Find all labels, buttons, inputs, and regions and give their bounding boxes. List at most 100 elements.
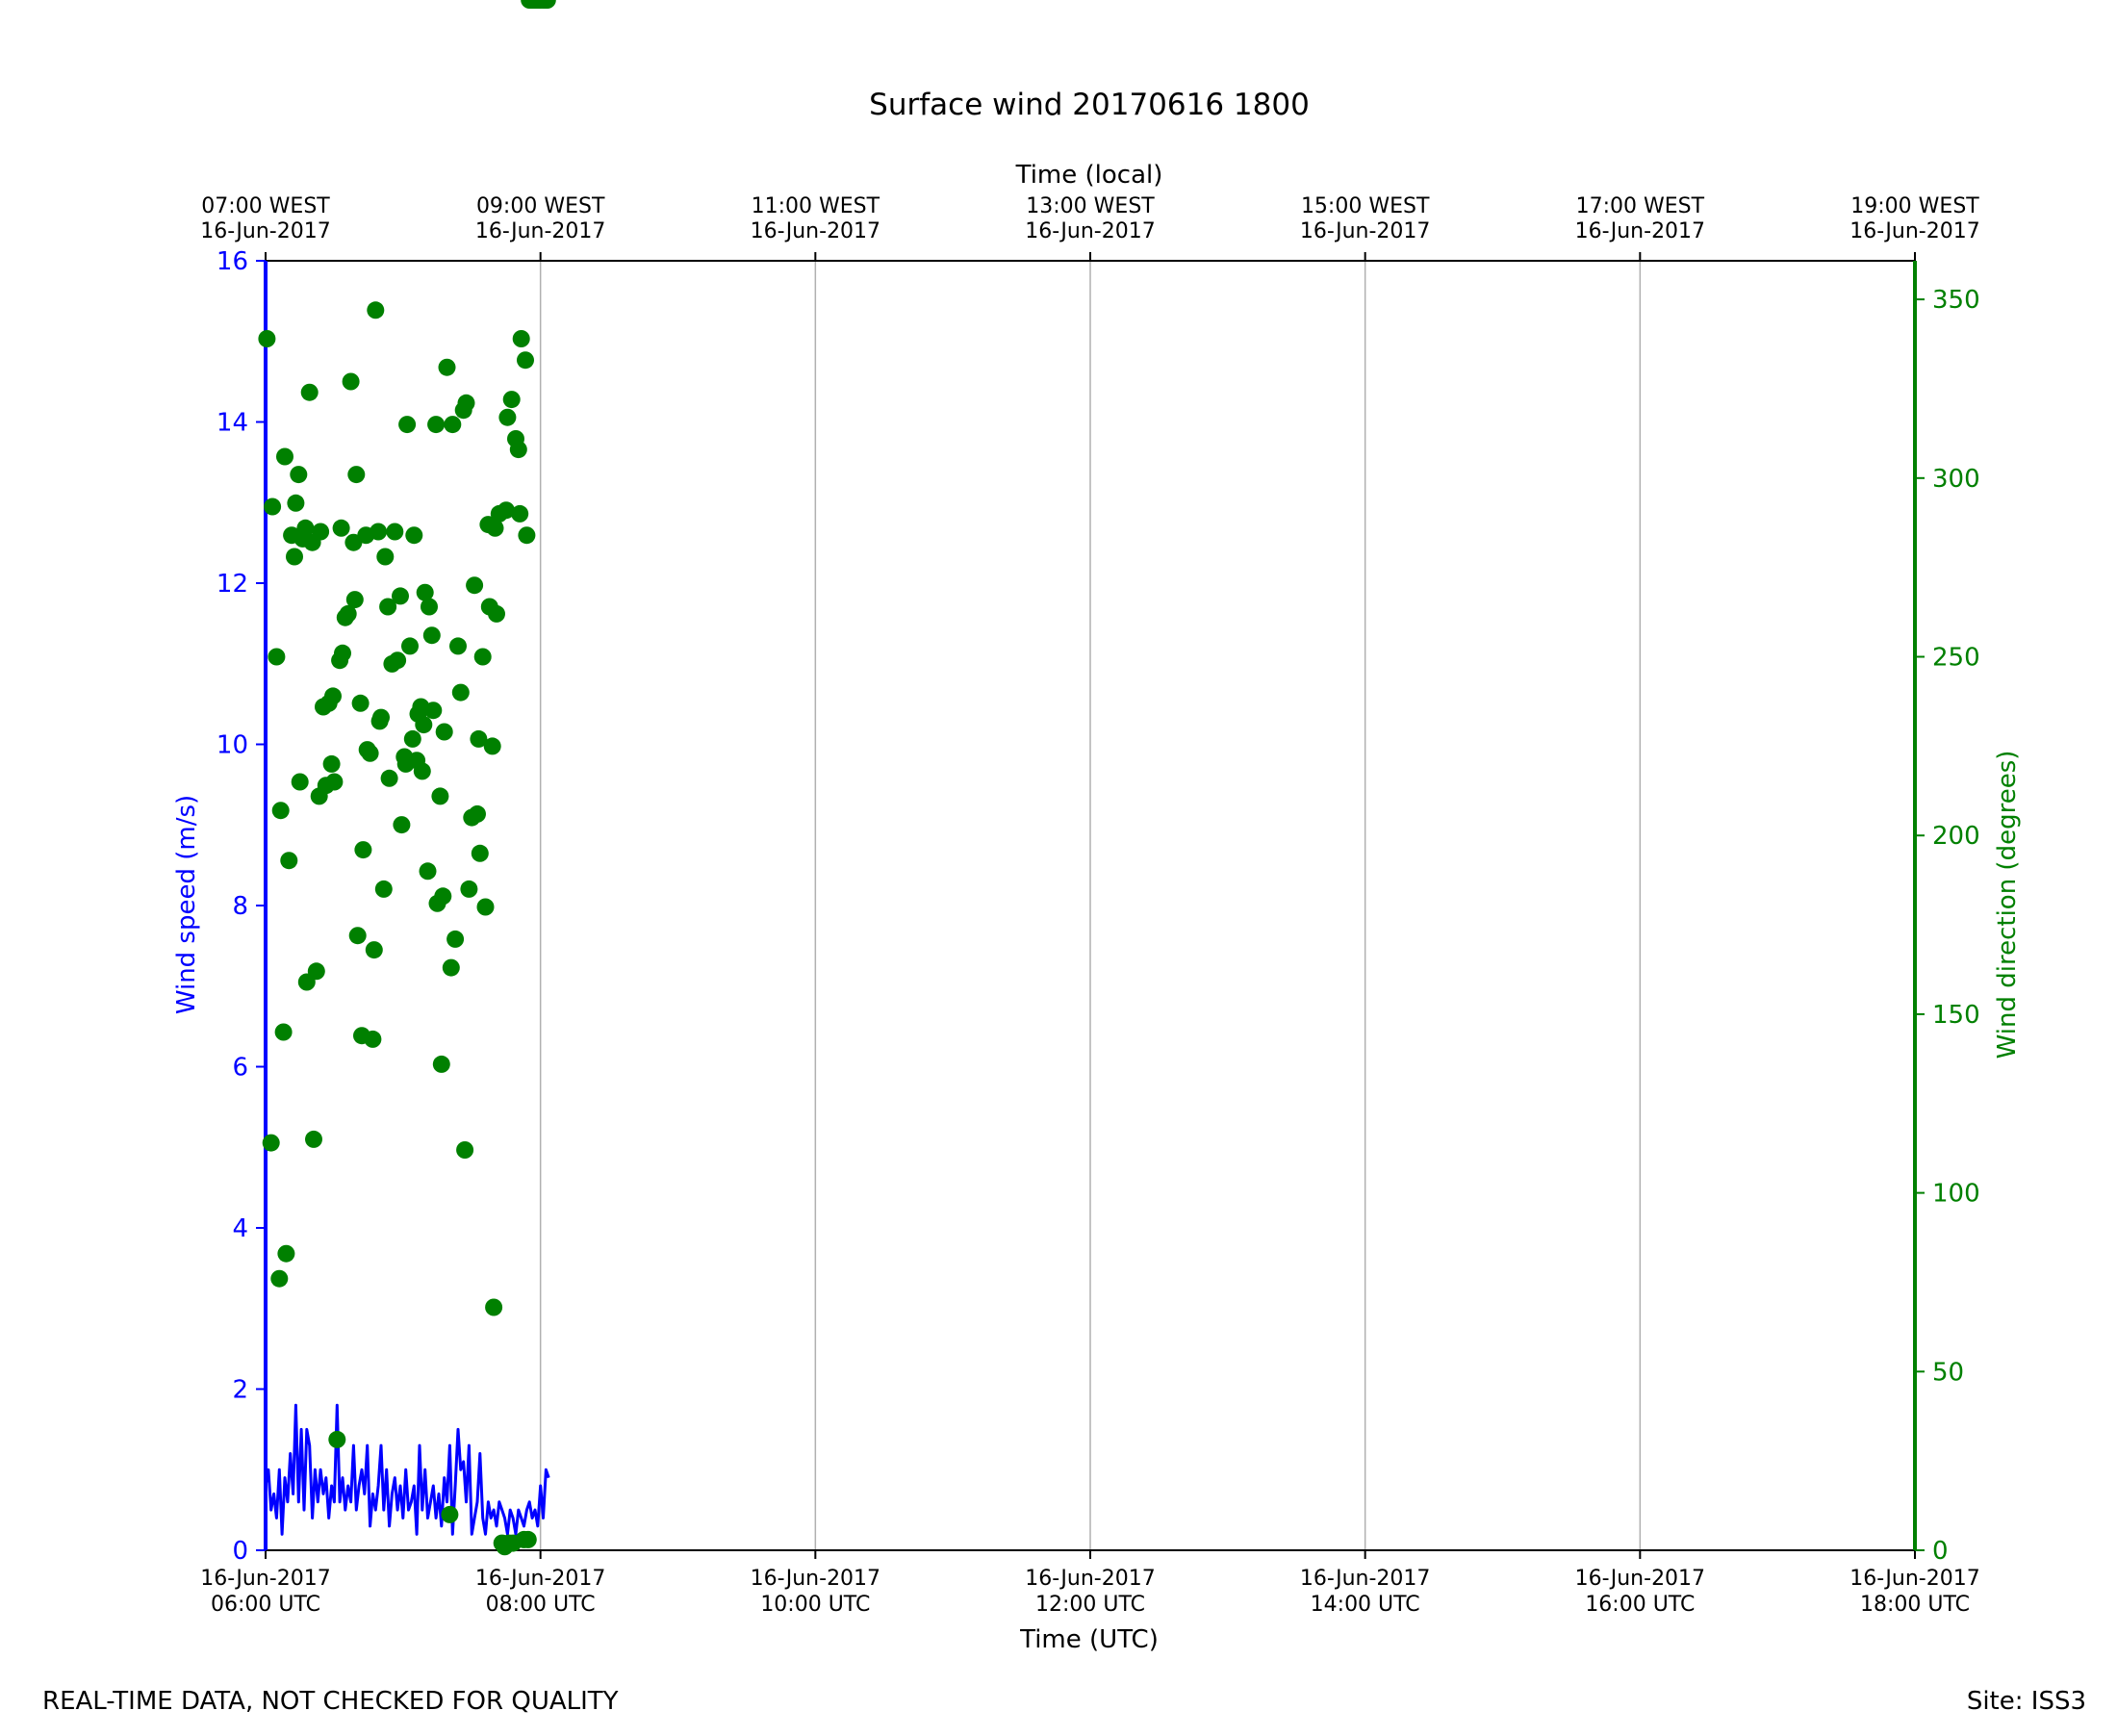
- wind-direction-point: [392, 587, 409, 605]
- top-tick-label: 17:00 WEST: [1576, 194, 1705, 218]
- right-tick-label: 50: [1932, 1358, 1964, 1387]
- chart-title: Surface wind 20170616 1800: [869, 88, 1310, 122]
- wind-direction-point: [405, 526, 423, 545]
- wind-direction-point: [427, 416, 446, 434]
- wind-direction-point: [345, 591, 364, 609]
- wind-direction-point: [451, 683, 470, 702]
- right-tick-label: 100: [1932, 1180, 1980, 1209]
- wind-direction-point: [347, 466, 366, 484]
- top-tick-label: 09:00 WEST: [476, 194, 605, 218]
- wind-direction-point: [509, 441, 527, 459]
- left-tick-label: 4: [232, 1214, 248, 1243]
- wind-direction-point: [365, 941, 383, 959]
- right-axis-label: Wind direction (degrees): [1993, 751, 2022, 1059]
- wind-direction-point: [328, 1430, 346, 1448]
- wind-direction-point: [324, 687, 342, 705]
- wind-direction-point: [432, 1055, 450, 1073]
- x-tick-label: 16-Jun-2017: [200, 1567, 330, 1591]
- top-tick-label: 07:00 WEST: [201, 194, 330, 218]
- wind-direction-point: [419, 862, 437, 881]
- left-tick-label: 6: [232, 1054, 248, 1083]
- wind-direction-point: [497, 501, 515, 520]
- wind-direction-point: [438, 358, 456, 376]
- wind-direction-point: [386, 523, 404, 541]
- wind-direction-point: [361, 744, 379, 762]
- wind-direction-point: [446, 930, 465, 948]
- wind-direction-point: [403, 729, 421, 748]
- wind-direction-point: [274, 1023, 293, 1041]
- wind-direction-point: [431, 787, 449, 805]
- wind-direction-point: [413, 762, 431, 780]
- wind-direction-point: [271, 802, 290, 820]
- top-tick-label: 15:00 WEST: [1301, 194, 1430, 218]
- left-tick-label: 10: [217, 731, 248, 760]
- right-tick-label: 150: [1932, 1001, 1980, 1030]
- wind-direction-point: [354, 841, 372, 859]
- x-tick-label: 16-Jun-2017: [475, 1567, 605, 1591]
- x-tick-label: 16-Jun-2017: [1300, 1567, 1430, 1591]
- x-tick-label: 12:00 UTC: [1035, 1593, 1145, 1617]
- wind-direction-point: [401, 637, 419, 655]
- wind-direction-point: [376, 548, 395, 566]
- wind-direction-point: [277, 1244, 295, 1263]
- wind-direction-point: [441, 1505, 459, 1523]
- wind-direction-point: [364, 1030, 382, 1048]
- right-tick-label: 350: [1932, 286, 1980, 315]
- wind-direction-point: [471, 844, 489, 862]
- wind-direction-point: [300, 383, 319, 401]
- x-tick-label: 16-Jun-2017: [1025, 1567, 1155, 1591]
- wind-direction-point: [268, 648, 286, 666]
- wind-direction-point: [519, 1530, 537, 1548]
- top-tick-label: 16-Jun-2017: [1025, 219, 1155, 243]
- wind-direction-point: [511, 504, 529, 523]
- wind-direction-point: [435, 723, 453, 741]
- wind-direction-point: [379, 598, 397, 616]
- wind-direction-point: [286, 548, 303, 566]
- footer-site-label: Site: ISS3: [1967, 1687, 2086, 1716]
- left-tick-label: 12: [217, 570, 248, 599]
- wind-direction-point: [449, 637, 467, 655]
- wind-direction-point: [325, 773, 344, 791]
- top-tick-label: 13:00 WEST: [1026, 194, 1155, 218]
- footer-quality-note: REAL-TIME DATA, NOT CHECKED FOR QUALITY: [42, 1687, 619, 1716]
- x-tick-label: 08:00 UTC: [486, 1593, 596, 1617]
- wind-direction-point: [276, 447, 293, 466]
- wind-direction-point: [372, 708, 390, 727]
- wind-direction-point: [470, 729, 488, 748]
- x-tick-label: 16-Jun-2017: [1575, 1567, 1705, 1591]
- wind-direction-point: [258, 330, 276, 347]
- wind-direction-point: [485, 1298, 503, 1316]
- wind-direction-point: [442, 958, 460, 977]
- x-axis-label: Time (UTC): [1019, 1625, 1159, 1654]
- x-tick-label: 10:00 UTC: [760, 1593, 870, 1617]
- top-tick-label: 16-Jun-2017: [200, 219, 330, 243]
- wind-direction-point: [389, 651, 407, 670]
- x-tick-label: 16-Jun-2017: [751, 1567, 880, 1591]
- wind-direction-point: [538, 0, 556, 9]
- wind-direction-point: [460, 880, 478, 898]
- wind-direction-point: [421, 598, 438, 616]
- wind-direction-point: [348, 927, 367, 945]
- left-tick-label: 0: [232, 1537, 248, 1566]
- left-axis-label: Wind speed (m/s): [172, 795, 201, 1014]
- right-tick-label: 250: [1932, 644, 1980, 673]
- right-tick-label: 0: [1932, 1537, 1949, 1566]
- wind-direction-point: [290, 466, 308, 484]
- wind-direction-point: [393, 816, 411, 834]
- wind-direction-point: [483, 737, 501, 755]
- x-tick-label: 06:00 UTC: [211, 1593, 320, 1617]
- wind-direction-point: [476, 898, 495, 916]
- wind-direction-point: [469, 804, 486, 823]
- wind-direction-point: [287, 494, 305, 512]
- left-tick-label: 2: [232, 1376, 248, 1405]
- wind-direction-point: [486, 519, 504, 537]
- top-tick-label: 16-Jun-2017: [475, 219, 605, 243]
- wind-direction-point: [512, 330, 530, 347]
- wind-direction-point: [415, 716, 433, 734]
- top-tick-label: 16-Jun-2017: [1849, 219, 1979, 243]
- wind-direction-point: [416, 583, 434, 601]
- left-tick-label: 16: [217, 247, 248, 276]
- wind-direction-point: [264, 498, 282, 516]
